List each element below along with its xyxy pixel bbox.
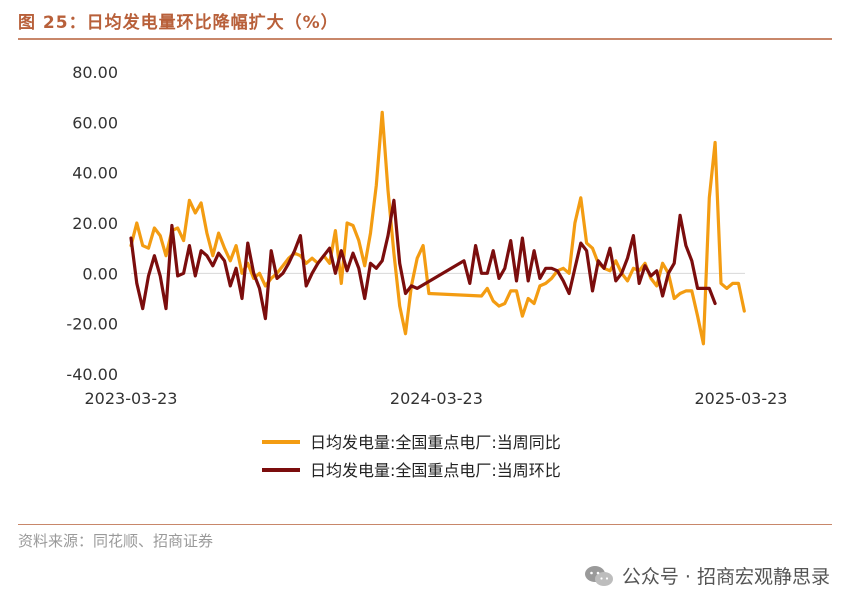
watermark-text: 公众号 · 招商宏观静思录 [621,566,830,588]
series-layer [129,110,746,346]
y-tick-label: 0.00 [82,264,118,283]
y-tick-label: 20.00 [72,214,118,233]
y-tick-label: -40.00 [66,365,118,384]
x-tick-label: 2024-03-23 [390,389,483,408]
x-tick-label: 2025-03-23 [695,389,788,408]
legend-label: 日均发电量:全国重点电厂:当周环比 [310,461,561,480]
source-divider [18,524,832,525]
chart-title: 图 25：日均发电量环比降幅扩大（%） [18,13,339,33]
line-chart: 80.00 60.00 40.00 20.00 0.00 -20.00 -40.00 202… [66,63,788,480]
x-axis-ticks: 2023-03-23 2024-03-23 2025-03-23 [85,389,788,408]
y-tick-label: 80.00 [72,63,118,82]
watermark: 公众号 · 招商宏观静思录 [584,562,830,589]
series-line-wow [129,198,717,321]
y-axis-ticks: 80.00 60.00 40.00 20.00 0.00 -20.00 -40.00 [66,63,118,384]
x-tick-label: 2023-03-23 [85,389,178,408]
legend-label: 日均发电量:全国重点电厂:当周同比 [310,433,561,452]
wechat-icon [584,565,613,586]
series-line-yoy [129,110,746,346]
source-note: 资料来源：同花顺、招商证券 [18,532,214,550]
title-divider [18,38,832,40]
y-tick-label: 60.00 [72,113,118,132]
y-tick-label: -20.00 [66,315,118,334]
y-tick-label: 40.00 [72,164,118,183]
